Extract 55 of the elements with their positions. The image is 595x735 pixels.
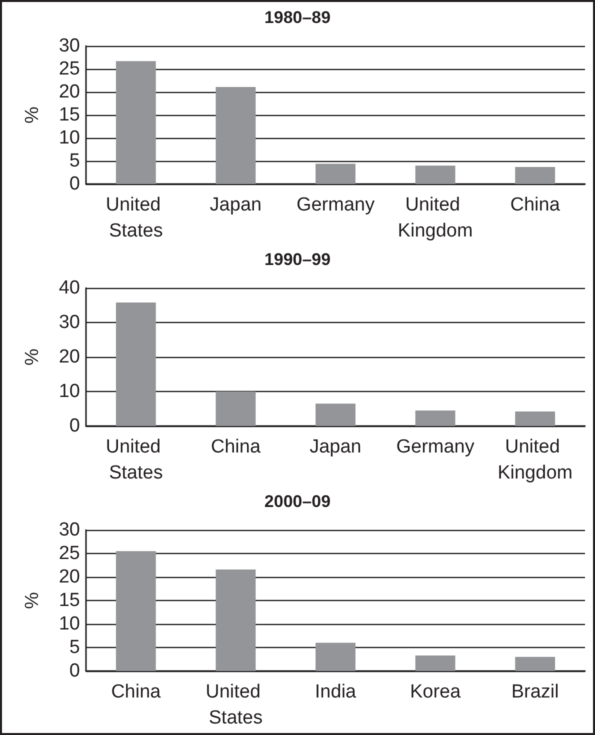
y-tick-label: 5 <box>69 637 80 658</box>
bar <box>316 404 356 426</box>
x-tick-label: China <box>210 436 261 458</box>
chart-title: 2000–09 <box>264 492 331 511</box>
bar <box>216 86 256 184</box>
x-tick-label: Japan <box>210 194 262 216</box>
x-tick-label: Japan <box>310 436 362 458</box>
bar <box>415 410 456 426</box>
y-tick-label: 10 <box>58 381 80 402</box>
y-tick-label: 25 <box>58 58 80 80</box>
x-tick-label: Brazil <box>511 682 559 702</box>
y-tick-label: 15 <box>58 104 80 126</box>
x-tick-label: United Kingdom <box>498 436 573 484</box>
bar <box>216 392 256 426</box>
y-axis-title: % <box>22 348 43 366</box>
x-tick-label: China <box>111 682 162 702</box>
y-tick-label: 30 <box>58 520 80 540</box>
x-tick-label: China <box>510 194 560 216</box>
bar <box>515 656 556 671</box>
x-tick-label: Germany <box>396 436 475 458</box>
x-tick-label: Korea <box>410 682 462 702</box>
y-tick-label: 30 <box>58 312 80 333</box>
bar <box>515 166 556 184</box>
bar <box>116 61 156 184</box>
bar <box>216 569 256 671</box>
y-tick-label: 25 <box>58 543 80 564</box>
x-tick-label: Germany <box>296 194 376 216</box>
bar <box>116 551 156 671</box>
x-tick-label: India <box>314 682 357 702</box>
bar <box>316 164 356 184</box>
y-tick-label: 5 <box>69 150 80 172</box>
y-tick-label: 0 <box>69 660 80 682</box>
chart-title: 1990–99 <box>264 250 331 269</box>
bar <box>415 655 456 671</box>
y-tick-label: 0 <box>69 174 80 194</box>
y-tick-label: 30 <box>58 36 80 56</box>
x-tick-label: United States <box>206 682 266 728</box>
y-tick-label: 20 <box>58 82 80 102</box>
y-axis-title: % <box>22 592 43 609</box>
y-axis-title: % <box>22 106 43 124</box>
y-tick-label: 10 <box>58 128 80 148</box>
y-tick-label: 20 <box>58 346 80 368</box>
bar <box>415 166 456 184</box>
y-tick-label: 10 <box>58 614 80 634</box>
x-tick-label: United Kingdom <box>398 194 473 242</box>
x-tick-label: United States <box>106 194 166 242</box>
bar <box>316 642 356 671</box>
x-tick-label: United States <box>106 436 166 484</box>
bar <box>515 412 556 426</box>
y-tick-label: 20 <box>58 566 80 588</box>
chart-title: 1980–89 <box>264 8 331 27</box>
y-tick-label: 15 <box>58 590 80 611</box>
y-tick-label: 0 <box>69 416 80 436</box>
bar <box>116 302 156 426</box>
y-tick-label: 40 <box>58 278 80 298</box>
